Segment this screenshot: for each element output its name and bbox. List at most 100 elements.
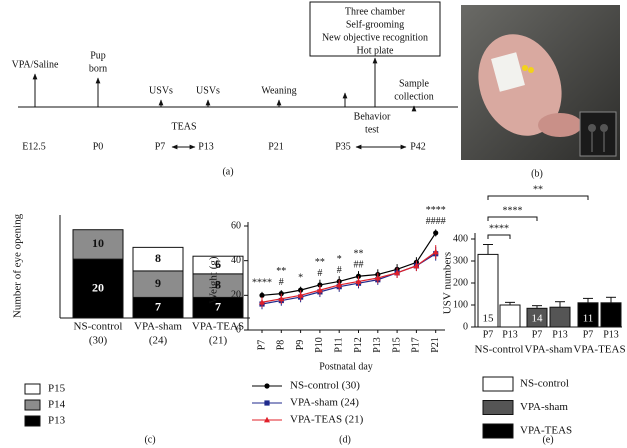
value-label: 8: [155, 251, 161, 265]
x-tick-label: VPA-sham: [134, 321, 182, 333]
y-tick-label: 0: [463, 321, 468, 332]
y-tick-label: 0: [236, 324, 241, 335]
legend-swatch: [24, 399, 41, 411]
x-tick-label: P12: [353, 337, 364, 353]
x-tick-label: VPA-TEAS: [192, 321, 244, 333]
panel-label: (a): [222, 166, 233, 177]
point: [297, 292, 304, 298]
bar-segment: [132, 270, 184, 298]
behavior-item: New objective recognition: [322, 32, 428, 43]
significance: **: [315, 257, 325, 268]
x-tick-label: P13: [552, 329, 568, 340]
value-label: 20: [92, 280, 104, 294]
x-tick-label: (30): [89, 335, 108, 347]
point: [259, 292, 265, 298]
legend-swatch: [482, 423, 514, 439]
group-label: NS-control: [475, 344, 524, 356]
value-label: 10: [92, 236, 104, 250]
y-tick-label: 20: [231, 290, 241, 301]
x-tick-label: NS-control: [74, 321, 123, 333]
bar: [577, 302, 599, 328]
series-line: [261, 251, 437, 303]
significance: *: [337, 254, 342, 265]
legend-label: NS-control: [520, 378, 569, 390]
n-label: 14: [532, 313, 544, 325]
point: [278, 295, 285, 302]
legend-swatch: [24, 383, 41, 395]
y-axis-label: Number of eye opening: [12, 213, 24, 318]
significance: ****: [426, 205, 446, 216]
significance: *: [298, 272, 303, 283]
point: [336, 281, 343, 288]
point: [259, 299, 265, 305]
panel-label: (b): [531, 168, 543, 179]
event-label: Sample: [399, 78, 430, 89]
event-label: born: [89, 63, 107, 74]
significance-bracket: [487, 216, 538, 221]
event-label: USVs: [196, 85, 220, 96]
value-label: 8: [215, 277, 221, 291]
bar-segment: [192, 255, 244, 275]
behavior-item: Hot plate: [357, 45, 394, 56]
time-label: P21: [268, 141, 284, 152]
legend-label: P13: [48, 415, 66, 427]
legend-marker: [264, 400, 270, 406]
x-tick-label: P10: [314, 337, 325, 353]
bar: [499, 304, 521, 328]
legend-label: P15: [48, 383, 66, 395]
event-label: Weaning: [261, 85, 296, 96]
time-label: P0: [93, 141, 104, 152]
legend-swatch: [482, 400, 514, 415]
x-tick-label: P7: [583, 329, 594, 340]
point: [432, 248, 439, 255]
value-label: 6: [215, 257, 221, 271]
group-label: VPA-sham: [525, 344, 573, 356]
legend-label: NS-control (30): [290, 380, 360, 392]
significance: ****: [252, 278, 272, 289]
significance: ****: [489, 223, 509, 234]
x-tick-label: P13: [502, 329, 518, 340]
bar: [477, 253, 499, 328]
series-line: [261, 232, 437, 296]
event-label: VPA/Saline: [12, 59, 59, 70]
y-tick-label: 300: [453, 255, 468, 266]
n-label: 11: [583, 313, 594, 325]
x-tick-label: P13: [603, 329, 619, 340]
x-tick-label: P13: [372, 337, 383, 353]
time-label: E12.5: [22, 141, 46, 152]
y-tick-label: 40: [231, 255, 241, 266]
legend-label: VPA-TEAS (21): [290, 414, 364, 426]
bar: [526, 307, 548, 328]
y-tick-label: 60: [231, 220, 241, 231]
legend-label: VPA-TEAS: [520, 425, 572, 437]
bar: [600, 302, 622, 328]
x-tick-label: P17: [411, 337, 422, 353]
significance: ####: [426, 216, 446, 227]
legend-label: VPA-sham (24): [290, 397, 359, 409]
significance-bracket: [487, 234, 511, 239]
value-label: 7: [215, 299, 221, 313]
significance: #: [279, 277, 284, 288]
significance: ****: [503, 205, 523, 216]
value-label: 9: [155, 276, 161, 290]
panel-label: (e): [542, 434, 553, 445]
point: [394, 269, 401, 276]
time-label: P13: [198, 141, 214, 152]
bar-segment: [72, 258, 124, 319]
behavior-label: Behavior: [354, 111, 391, 122]
y-tick-label: 100: [453, 299, 468, 310]
event-label: collection: [394, 91, 433, 102]
legend-swatch: [482, 376, 514, 392]
time-label: P42: [410, 141, 426, 152]
time-label: P7: [155, 141, 166, 152]
behavior-label: test: [365, 124, 379, 135]
significance-bracket: [487, 195, 589, 200]
value-label: 7: [155, 299, 161, 313]
x-axis-label: Postnatal day: [319, 361, 373, 372]
behavior-item: Self-grooming: [346, 19, 404, 30]
legend-label: VPA-sham: [520, 401, 568, 413]
group-label: VPA-TEAS: [573, 344, 625, 356]
significance: **: [276, 266, 286, 277]
behavior-item: Three chamber: [345, 6, 406, 17]
point: [316, 286, 323, 293]
